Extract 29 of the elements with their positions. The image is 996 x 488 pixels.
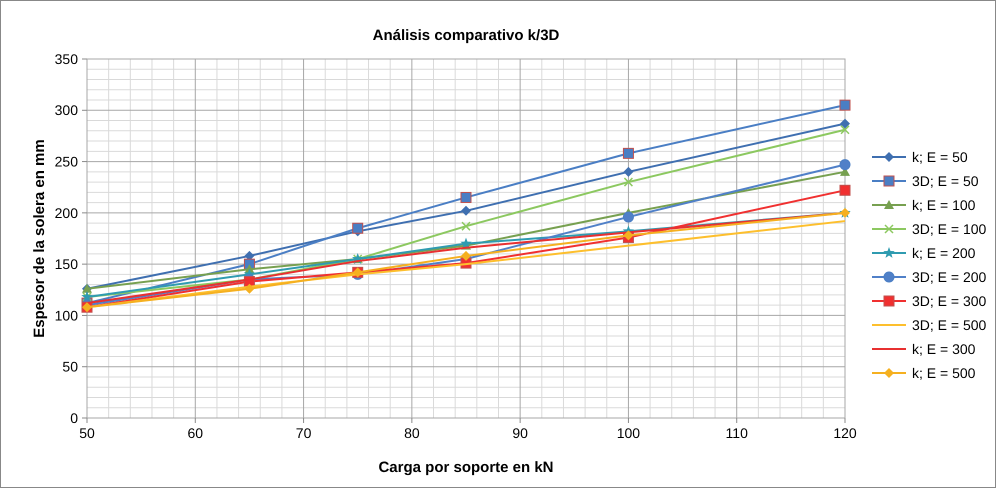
y-tick-label: 150 bbox=[54, 256, 78, 272]
legend-label: 3D; E = 100 bbox=[912, 220, 987, 237]
legend-label: 3D; E = 500 bbox=[912, 316, 987, 333]
x-tick-label: 50 bbox=[79, 425, 95, 441]
y-tick-label: 200 bbox=[54, 204, 78, 221]
y-tick-label: 300 bbox=[54, 102, 78, 118]
x-tick-label: 80 bbox=[404, 425, 420, 441]
x-tick-label: 60 bbox=[187, 425, 204, 441]
x-tick-label: 120 bbox=[833, 425, 857, 441]
y-tick-label: 0 bbox=[70, 410, 78, 426]
legend-label: 3D; E = 50 bbox=[912, 172, 979, 189]
legend-label: k; E = 500 bbox=[912, 364, 976, 381]
chart-title: Análisis comparativo k/3D bbox=[372, 27, 560, 44]
legend-label: k; E = 50 bbox=[912, 148, 968, 165]
legend-label: 3D; E = 200 bbox=[912, 268, 987, 285]
legend-label: k; E = 100 bbox=[912, 196, 976, 213]
legend-label: 3D; E = 300 bbox=[912, 292, 987, 309]
y-tick-label: 350 bbox=[54, 50, 78, 67]
x-axis-title: Carga por soporte en kN bbox=[378, 459, 554, 476]
y-tick-label: 250 bbox=[54, 153, 78, 170]
y-tick-label: 100 bbox=[54, 307, 78, 324]
y-axis-title: Espesor de la solera en mm bbox=[31, 139, 48, 338]
x-tick-label: 110 bbox=[726, 425, 748, 441]
x-tick-label: 100 bbox=[616, 425, 640, 441]
x-tick-label: 70 bbox=[296, 425, 312, 441]
x-tick-label: 90 bbox=[512, 425, 528, 441]
legend-label: k; E = 300 bbox=[912, 340, 976, 357]
legend-label: k; E = 200 bbox=[912, 244, 976, 261]
y-tick-label: 50 bbox=[62, 358, 78, 375]
